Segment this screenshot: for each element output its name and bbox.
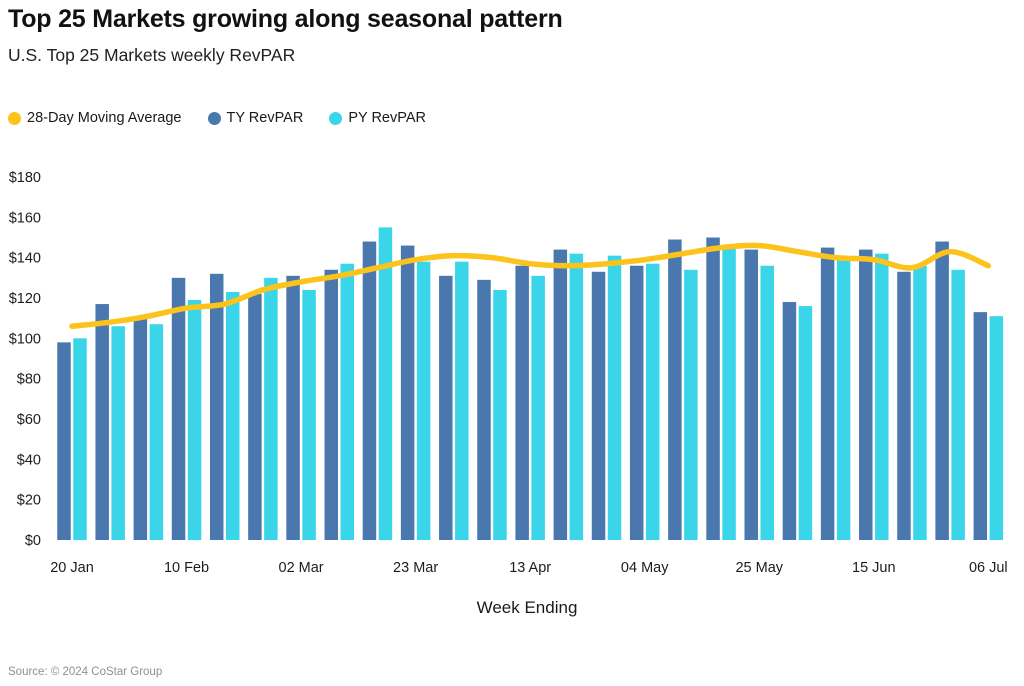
ty-revpar-legend-dot-icon bbox=[207, 111, 221, 125]
ty-bar-22-jun bbox=[897, 271, 911, 540]
x-tick-label: 20 Jan bbox=[50, 560, 94, 576]
py-bar-03-feb bbox=[149, 324, 164, 540]
moving-average-line bbox=[69, 242, 992, 329]
y-tick-label: $80 bbox=[17, 372, 41, 388]
x-tick-label: 10 Feb bbox=[164, 560, 209, 576]
x-tick-label: 23 Mar bbox=[393, 560, 438, 576]
legend-label-moving-average: 28-Day Moving Average bbox=[27, 110, 182, 126]
y-tick-label: $140 bbox=[9, 251, 41, 267]
y-tick-label: $60 bbox=[17, 412, 41, 428]
py-bar-01-jun bbox=[798, 306, 813, 540]
py-bar-08-jun bbox=[836, 259, 851, 540]
ty-bar-02-mar bbox=[286, 275, 300, 540]
legend-label-ty-revpar: TY RevPAR bbox=[226, 110, 304, 126]
py-bar-02-mar bbox=[302, 289, 316, 540]
ty-bar-06-apr bbox=[477, 279, 491, 540]
ty-bar-27-jan bbox=[95, 304, 109, 540]
py-bar-30-mar bbox=[455, 261, 469, 540]
source-note: Source: © 2024 CoStar Group bbox=[8, 666, 163, 678]
ty-bar-03-feb bbox=[133, 318, 148, 540]
x-tick-label: 04 May bbox=[621, 560, 669, 576]
legend-item-py-revpar: PY RevPAR bbox=[329, 110, 426, 126]
ty-bar-15-jun bbox=[859, 249, 873, 540]
ty-bar-10-feb bbox=[171, 277, 186, 540]
py-bar-06-apr bbox=[493, 289, 507, 540]
ty-bar-30-mar bbox=[439, 275, 453, 540]
py-bar-29-jun bbox=[951, 269, 965, 540]
py-bar-20-apr bbox=[569, 253, 584, 540]
legend-label-py-revpar: PY RevPAR bbox=[348, 110, 426, 126]
y-tick-label: $120 bbox=[9, 291, 41, 307]
ty-bar-16-mar bbox=[362, 241, 377, 540]
ty-bar-18-may bbox=[706, 237, 720, 540]
ty-bar-06-jul bbox=[973, 312, 988, 540]
x-tick-label: 15 Jun bbox=[852, 560, 896, 576]
py-bar-06-jul bbox=[989, 316, 1004, 540]
ty-bar-20-jan bbox=[57, 342, 71, 540]
y-tick-label: $100 bbox=[9, 331, 41, 347]
py-bar-16-mar bbox=[378, 227, 393, 541]
x-tick-label: 25 May bbox=[735, 560, 783, 576]
legend-item-ty-revpar: TY RevPAR bbox=[207, 110, 304, 126]
py-bar-17-feb bbox=[225, 291, 240, 540]
x-tick-label: 02 Mar bbox=[279, 560, 324, 576]
py-bar-15-jun bbox=[875, 253, 889, 540]
py-bar-23-mar bbox=[416, 261, 431, 540]
py-bar-13-apr bbox=[531, 275, 545, 540]
ty-bar-04-may bbox=[629, 265, 644, 540]
ty-bar-23-mar bbox=[400, 245, 415, 540]
ty-bar-20-apr bbox=[553, 249, 568, 540]
ty-bar-27-apr bbox=[591, 271, 606, 540]
chart-legend: 28-Day Moving Average TY RevPAR PY RevPA… bbox=[8, 110, 426, 126]
py-bar-10-feb bbox=[187, 300, 202, 540]
ty-bar-11-may bbox=[668, 239, 682, 540]
ty-bar-09-mar bbox=[324, 269, 339, 540]
py-bar-27-jan bbox=[111, 326, 125, 540]
y-tick-label: $160 bbox=[9, 210, 41, 226]
y-tick-label: $40 bbox=[17, 452, 41, 468]
py-bar-24-feb bbox=[264, 277, 278, 540]
ty-bar-17-feb bbox=[209, 273, 224, 540]
py-bar-04-may bbox=[645, 263, 660, 540]
ty-bar-29-jun bbox=[935, 241, 949, 540]
py-bar-09-mar bbox=[340, 263, 355, 540]
py-bar-11-may bbox=[684, 269, 698, 540]
ty-bar-13-apr bbox=[515, 265, 529, 540]
py-bar-25-may bbox=[760, 265, 774, 540]
y-tick-label: $0 bbox=[25, 533, 41, 549]
x-tick-label: 13 Apr bbox=[509, 560, 551, 576]
py-bar-22-jun bbox=[913, 265, 927, 540]
py-bar-18-may bbox=[722, 247, 736, 540]
y-tick-label: $180 bbox=[9, 170, 41, 186]
chart-title: Top 25 Markets growing along seasonal pa… bbox=[8, 5, 563, 33]
moving-average-legend-dot-icon bbox=[8, 111, 21, 125]
y-tick-label: $20 bbox=[17, 493, 41, 509]
ty-bar-24-feb bbox=[248, 293, 262, 540]
ty-bar-25-may bbox=[744, 249, 758, 540]
ty-bar-01-jun bbox=[782, 302, 797, 540]
x-axis-title: Week Ending bbox=[477, 598, 578, 617]
py-bar-27-apr bbox=[607, 255, 622, 540]
ty-bar-08-jun bbox=[820, 247, 835, 540]
chart-subtitle: U.S. Top 25 Markets weekly RevPAR bbox=[8, 45, 296, 65]
x-tick-label: 06 Jul bbox=[969, 560, 1008, 576]
py-bar-20-jan bbox=[73, 338, 87, 540]
legend-item-moving-average: 28-Day Moving Average bbox=[8, 110, 182, 126]
py-revpar-legend-dot-icon bbox=[329, 111, 343, 125]
